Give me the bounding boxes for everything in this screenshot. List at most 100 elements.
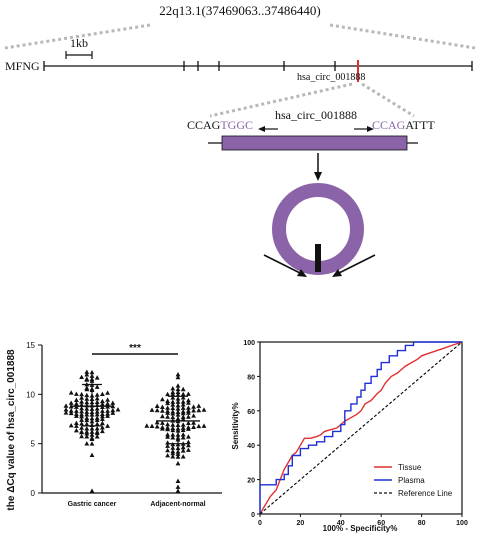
scatter-point <box>201 423 207 428</box>
scatter-category-label: Adjacent-normal <box>150 501 205 508</box>
scatter-point <box>94 409 100 414</box>
scatter-point <box>79 417 84 422</box>
scatter-point <box>170 445 176 450</box>
scatter-point <box>84 369 90 374</box>
scatter-point <box>154 420 160 425</box>
scatter-point <box>94 434 100 439</box>
scatter-point <box>170 389 176 395</box>
scatter-point <box>68 410 74 416</box>
scatter-point <box>74 420 79 426</box>
scatter-point <box>79 399 84 404</box>
scatter-point <box>175 454 181 459</box>
scatter-point <box>105 413 110 418</box>
scatter-point <box>180 454 186 459</box>
roc-x-tick-label: 0 <box>258 520 262 527</box>
scatter-point <box>94 425 100 431</box>
junction-dash-left <box>209 82 353 118</box>
scatter-y-tick-label: 5 <box>31 440 36 449</box>
roc-series-reference-line <box>259 341 463 515</box>
roc-series-plasma <box>259 341 462 514</box>
legend-label-tissue: Tissue <box>398 463 422 472</box>
scatter-point <box>89 369 95 375</box>
scatter-point <box>165 434 170 439</box>
scatter-point <box>154 403 160 408</box>
scatter-point <box>100 420 105 426</box>
scatter-point <box>165 452 170 458</box>
scatter-point <box>165 432 170 437</box>
scatter-point <box>186 439 191 445</box>
scatter-point <box>84 392 90 398</box>
scatter-point <box>84 429 90 434</box>
scatter-point <box>68 400 74 405</box>
scatter-point <box>191 420 196 425</box>
roc-y-tick-label: 0 <box>251 512 255 519</box>
scatter-y-tick-label: 10 <box>26 390 35 399</box>
legend-label-reference: Reference Line <box>398 489 453 498</box>
scatter-point <box>84 372 90 377</box>
scatter-point <box>94 415 100 420</box>
scatter-point <box>186 442 191 448</box>
scatter-point <box>79 411 84 417</box>
circ-name-label: hsa_circ_001888 <box>297 72 365 83</box>
scatter-summary <box>70 383 200 445</box>
scatter-point <box>79 374 84 379</box>
scatter-point <box>94 384 100 389</box>
scatter-point <box>84 441 90 446</box>
scatter-point <box>175 372 181 377</box>
scatter-point <box>84 421 90 427</box>
scatter-point <box>89 432 95 437</box>
scatter-point <box>196 403 202 408</box>
scatter-point <box>165 405 170 410</box>
scatter-category-label: Gastric cancer <box>68 501 117 508</box>
scatter-point <box>186 405 191 410</box>
roc-y-tick-label: 20 <box>247 478 255 485</box>
scatter-point <box>100 416 105 422</box>
scatter-point <box>79 433 84 439</box>
roc-x-tick-label: 80 <box>418 520 426 527</box>
scatter-point <box>94 406 100 411</box>
scale-bar-label: 1kb <box>70 36 88 50</box>
scatter-point <box>94 429 100 434</box>
scatter-point <box>180 402 186 407</box>
scatter-point <box>84 399 90 405</box>
expansion-dash-right <box>329 23 476 50</box>
scatter-point <box>180 422 186 427</box>
primer-arrow-left <box>263 254 301 274</box>
scatter-point <box>196 407 202 413</box>
scatter-point <box>175 484 181 489</box>
scatter-point <box>105 408 110 413</box>
scatter-point <box>89 429 95 434</box>
scatter-point <box>79 429 84 434</box>
scatter-point <box>84 376 90 381</box>
scatter-point <box>160 404 165 409</box>
scatter-point <box>100 413 105 419</box>
scatter-point <box>175 451 181 456</box>
scatter-point <box>89 376 95 382</box>
scatter-point <box>191 424 196 429</box>
scatter-point <box>74 427 79 433</box>
scatter-point <box>186 400 191 405</box>
scatter-point <box>180 386 186 392</box>
scatter-points <box>63 369 207 493</box>
roc-x-tick-label: 40 <box>337 520 345 527</box>
scatter-point <box>79 391 84 397</box>
scatter-point <box>180 416 186 422</box>
scatter-point <box>175 389 181 395</box>
scatter-point <box>186 414 191 419</box>
locus-diagram: 22q13.1(37469063..37486440) 1kb MFNG hsa… <box>4 3 476 277</box>
scatter-point <box>180 432 186 437</box>
scatter-point <box>186 408 191 413</box>
scatter-point <box>105 401 110 406</box>
scatter-point <box>175 449 181 454</box>
scatter-point <box>110 400 116 405</box>
locus-coordinates: 22q13.1(37469063..37486440) <box>159 3 320 18</box>
scatter-point <box>175 386 181 392</box>
scatter-point <box>94 392 100 397</box>
scatter-point <box>68 390 74 395</box>
scatter-point <box>160 408 165 413</box>
scatter-point <box>79 405 84 411</box>
scatter-point <box>110 407 116 413</box>
scatter-point <box>180 395 186 400</box>
scatter-point <box>186 397 191 403</box>
right-junction-sequence: CCAGATTT <box>372 118 435 132</box>
